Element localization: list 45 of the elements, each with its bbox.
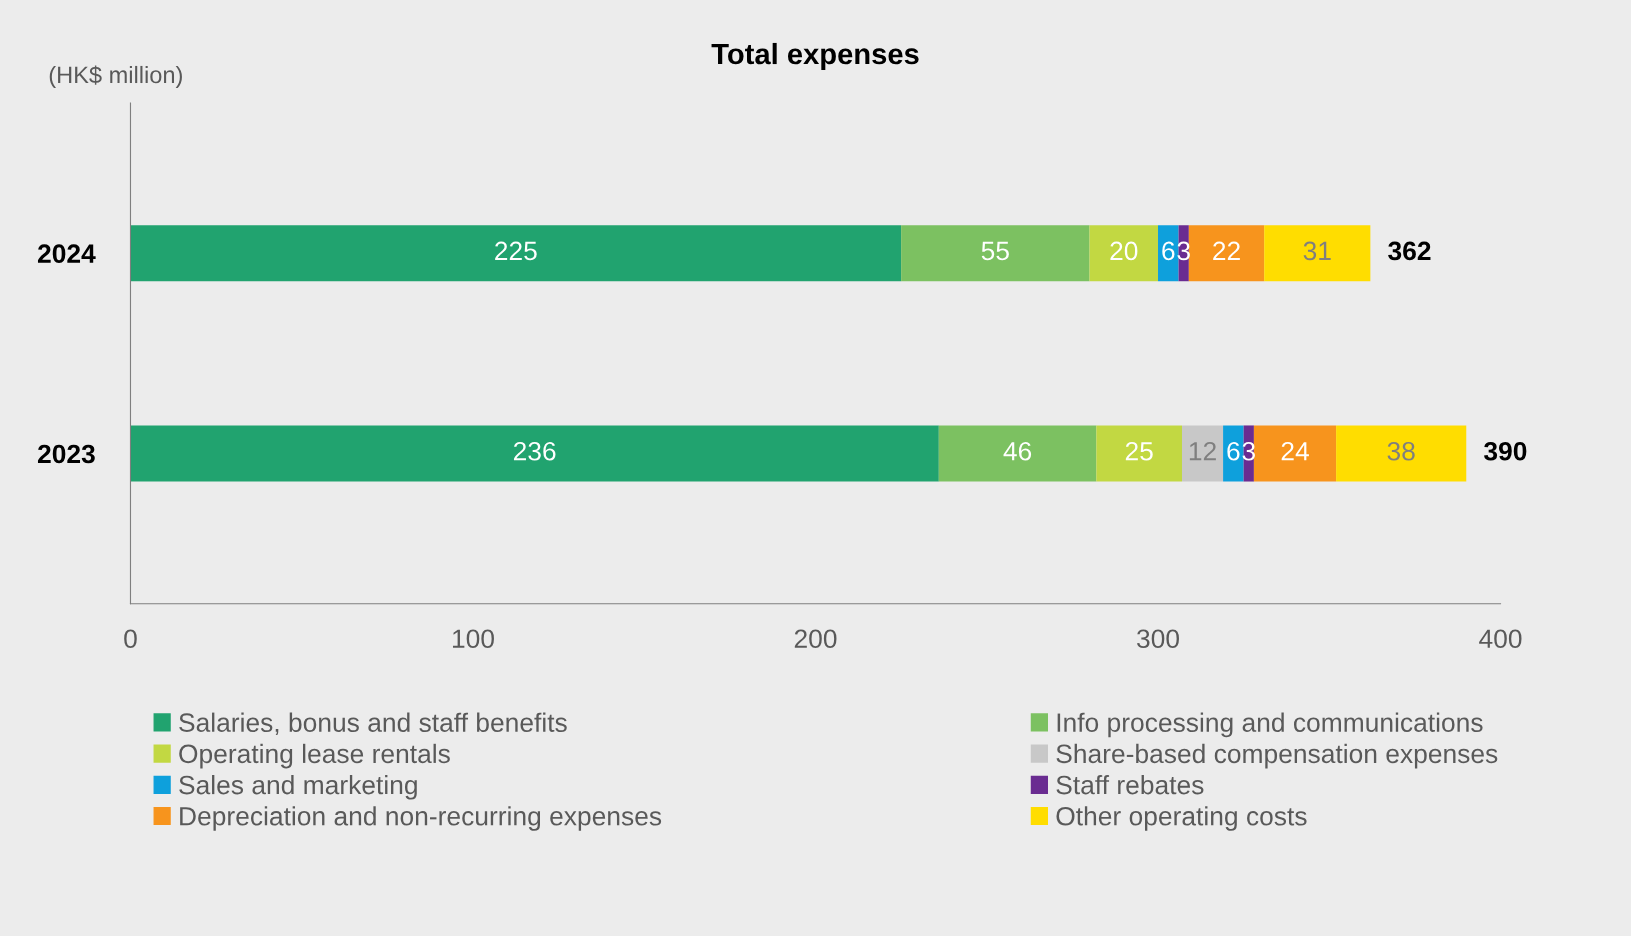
- total-label: 390: [1484, 441, 1527, 461]
- x-tick-label: 100: [452, 629, 494, 649]
- data-label: 236: [513, 441, 556, 461]
- data-label: 46: [1003, 441, 1032, 461]
- legend-label: Other operating costs: [1056, 806, 1307, 831]
- data-label: 225: [495, 241, 537, 261]
- bar: [1264, 225, 1371, 282]
- bar: [1181, 425, 1224, 482]
- bar: [1223, 425, 1244, 482]
- bar: [938, 425, 1097, 482]
- x-tick-label: 300: [1137, 629, 1179, 649]
- data-label: 25: [1125, 441, 1153, 461]
- bar: [130, 225, 902, 282]
- x-tick-label: 400: [1479, 629, 1522, 649]
- y-tick-label: 2023: [37, 444, 95, 464]
- bar: [1336, 425, 1467, 482]
- bar: [901, 225, 1090, 282]
- bar: [1253, 425, 1337, 482]
- legend-label: Operating lease rentals: [179, 743, 450, 769]
- legend-label: Salaries, bonus and staff benefits: [179, 712, 567, 736]
- data-label: 6: [1227, 441, 1240, 461]
- total-label: 362: [1388, 241, 1431, 261]
- bar: [1096, 425, 1182, 482]
- x-tick-label: 0: [124, 629, 137, 649]
- legend-label: Staff rebates: [1056, 774, 1204, 795]
- y-tick-label: 2024: [37, 244, 96, 264]
- bar: [130, 425, 939, 482]
- legend-label: Info processing and communications: [1057, 712, 1483, 738]
- chart-title: Total expenses: [711, 42, 919, 71]
- data-label: 31: [1303, 241, 1331, 261]
- data-label: 6: [1162, 241, 1175, 261]
- data-label: 20: [1110, 241, 1138, 261]
- data-label: 24: [1281, 441, 1309, 461]
- data-label: 12: [1189, 441, 1216, 461]
- data-label: 22: [1213, 241, 1240, 261]
- data-label: 38: [1387, 441, 1415, 461]
- y-axis-title: (HK$ million): [49, 65, 182, 88]
- bar: [1188, 225, 1265, 282]
- legend-label: Share-based compensation expenses: [1056, 743, 1498, 769]
- legend-label: Depreciation and non-recurring expenses: [180, 806, 662, 831]
- x-tick-label: 200: [794, 629, 837, 649]
- bar: [1089, 225, 1159, 282]
- legend-label: Sales and marketing: [179, 774, 417, 800]
- data-label: 55: [981, 241, 1009, 261]
- bar: [1158, 225, 1179, 282]
